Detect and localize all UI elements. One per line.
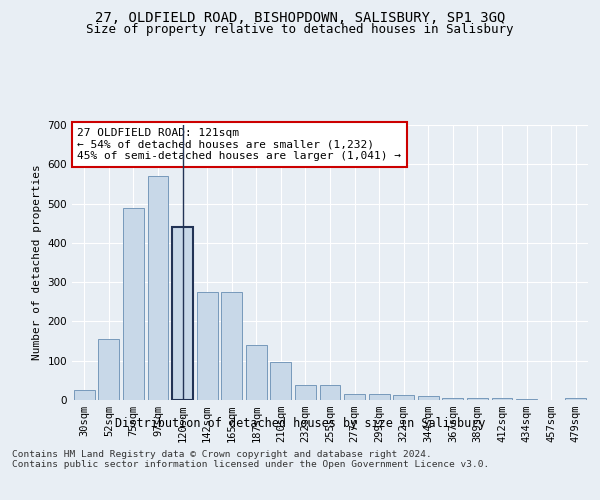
Text: 27, OLDFIELD ROAD, BISHOPDOWN, SALISBURY, SP1 3GQ: 27, OLDFIELD ROAD, BISHOPDOWN, SALISBURY… xyxy=(95,11,505,25)
Bar xyxy=(320,386,340,400)
Bar xyxy=(148,176,169,400)
Bar xyxy=(393,395,414,400)
Bar xyxy=(467,398,488,400)
Bar xyxy=(74,390,95,400)
Bar xyxy=(172,227,193,400)
Bar xyxy=(565,398,586,400)
Bar xyxy=(197,292,218,400)
Bar xyxy=(271,362,292,400)
Bar xyxy=(246,345,267,400)
Bar xyxy=(123,208,144,400)
Text: Contains HM Land Registry data © Crown copyright and database right 2024.
Contai: Contains HM Land Registry data © Crown c… xyxy=(12,450,489,469)
Bar xyxy=(368,394,389,400)
Bar xyxy=(98,339,119,400)
Bar xyxy=(491,398,512,400)
Text: Size of property relative to detached houses in Salisbury: Size of property relative to detached ho… xyxy=(86,22,514,36)
Text: 27 OLDFIELD ROAD: 121sqm
← 54% of detached houses are smaller (1,232)
45% of sem: 27 OLDFIELD ROAD: 121sqm ← 54% of detach… xyxy=(77,128,401,161)
Text: Distribution of detached houses by size in Salisbury: Distribution of detached houses by size … xyxy=(115,418,485,430)
Bar xyxy=(516,399,537,400)
Bar xyxy=(418,396,439,400)
Bar xyxy=(344,394,365,400)
Y-axis label: Number of detached properties: Number of detached properties xyxy=(32,164,42,360)
Bar xyxy=(221,292,242,400)
Bar xyxy=(442,398,463,400)
Bar xyxy=(295,385,316,400)
